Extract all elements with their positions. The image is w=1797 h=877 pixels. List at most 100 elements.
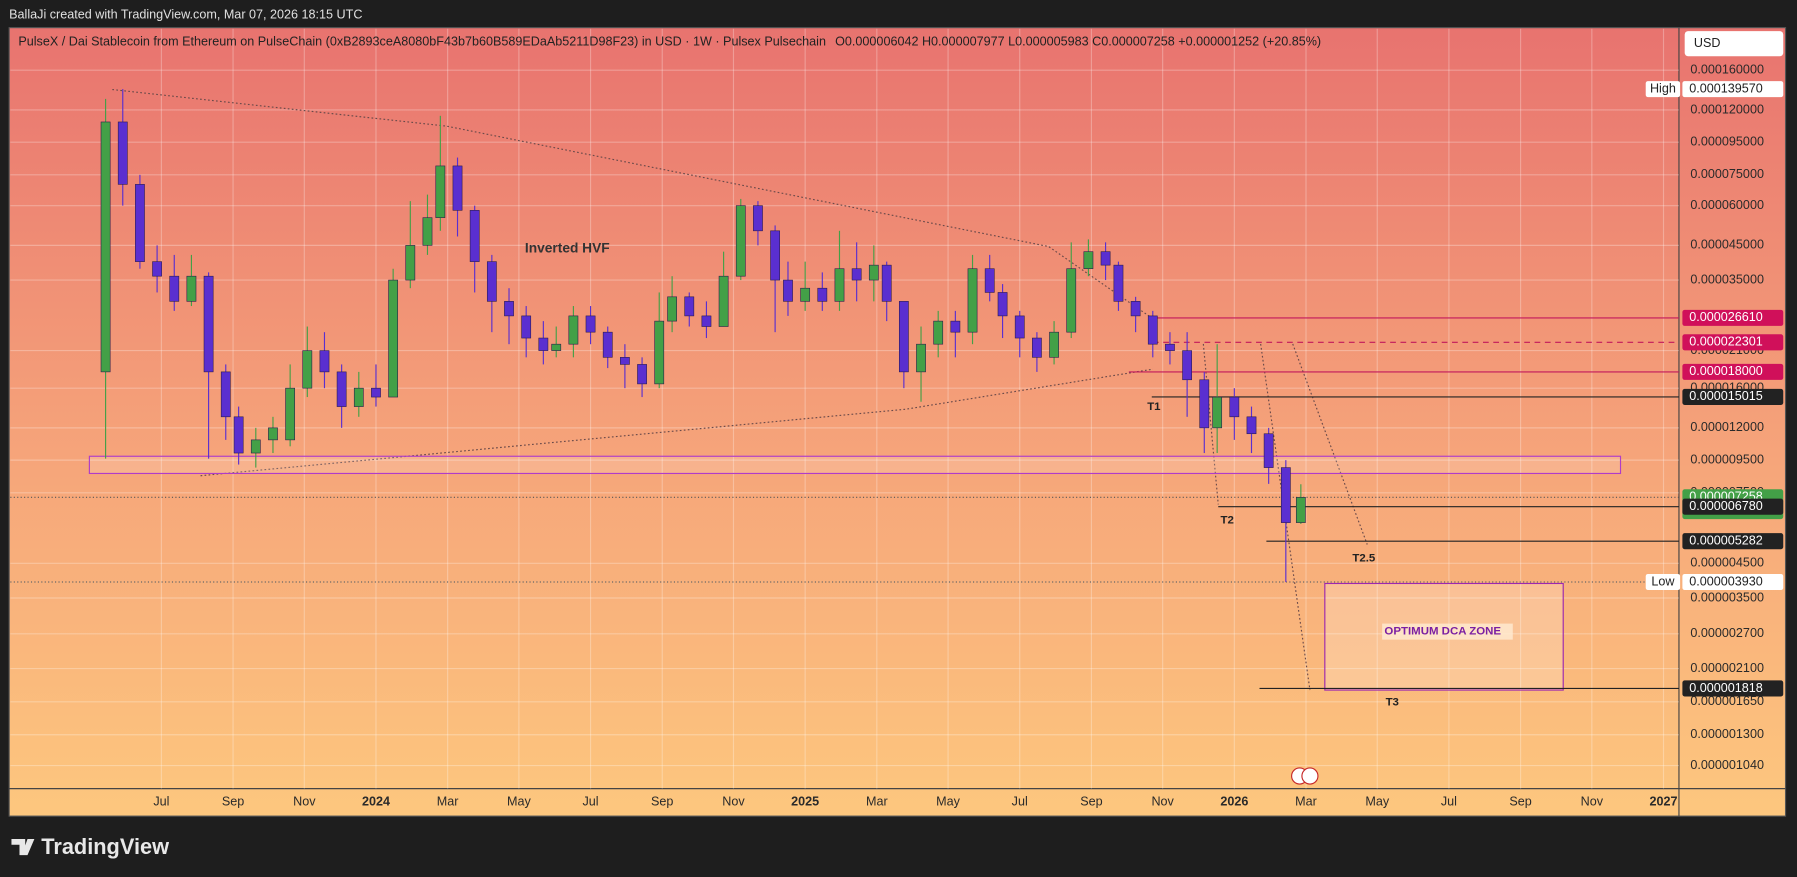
y-tick-label: 0.000095000 — [1690, 135, 1764, 149]
candle-body — [1246, 416, 1257, 435]
price-label: 0.000003930 — [1689, 574, 1763, 588]
candle-body — [452, 165, 463, 211]
candle-body — [834, 268, 845, 302]
x-tick-label: May — [936, 795, 960, 809]
candle-body — [817, 287, 828, 302]
candle-body — [220, 371, 231, 418]
candle-body — [250, 439, 261, 454]
x-tick-label: Jul — [1441, 795, 1457, 809]
logo — [11, 839, 35, 856]
candle-body — [504, 301, 514, 317]
price-label: 0.000001818 — [1689, 681, 1763, 695]
y-tick-label: 0.000009500 — [1690, 452, 1764, 466]
x-tick-label: 2027 — [1649, 795, 1677, 809]
x-tick-label: 2024 — [362, 795, 390, 809]
candle-body — [881, 264, 892, 302]
x-tick-label: 2026 — [1220, 795, 1248, 809]
candle-body — [718, 275, 729, 327]
candle-body — [770, 230, 780, 281]
candle-body — [783, 279, 793, 302]
y-tick-label: 0.000060000 — [1690, 198, 1764, 212]
candle-body — [1229, 396, 1240, 418]
annotation: T1 — [1147, 401, 1161, 413]
chart-area — [8, 27, 1787, 817]
candle-body — [388, 279, 399, 398]
levels — [10, 317, 1679, 690]
candle-body — [1147, 315, 1158, 345]
x-tick-label: Nov — [293, 795, 316, 809]
symbol-legend: PulseX / Dai Stablecoin from Ethereum on… — [18, 35, 1321, 49]
price-label: 0.000139570 — [1689, 81, 1763, 95]
candle-body — [233, 416, 244, 454]
candle-body — [1083, 251, 1094, 270]
candle-body — [469, 210, 480, 262]
candle-body — [405, 245, 416, 281]
x-tick-label: Sep — [1080, 795, 1102, 809]
price-label: 0.000005282 — [1689, 534, 1763, 548]
candle-body — [486, 261, 497, 302]
flag-icon — [1291, 767, 1319, 785]
x-tick-label: 2025 — [791, 795, 819, 809]
candle-body — [684, 296, 695, 317]
candle-body — [654, 320, 665, 385]
currency[interactable]: USD — [1694, 36, 1721, 50]
price-label-box — [1682, 81, 1784, 98]
candle-body — [169, 275, 180, 302]
price-label-box — [1682, 498, 1784, 515]
price-label: 0.000018000 — [1689, 364, 1763, 378]
annotation-bg — [1382, 623, 1513, 640]
labels: 0.000139570 High 0.000026610 0.000022301 0.0… — [525, 81, 1784, 709]
candle-body — [100, 121, 111, 373]
candle-body — [1014, 315, 1025, 339]
candle-body — [203, 275, 214, 373]
candle-body — [602, 331, 613, 358]
candle-body — [701, 315, 712, 327]
x-tick-label: Jul — [1012, 795, 1028, 809]
support-zone — [88, 455, 1622, 475]
candle-body — [285, 387, 296, 441]
annotation: T3 — [1386, 697, 1399, 709]
x-tick-label: Mar — [866, 795, 888, 809]
candle-body — [997, 292, 1008, 317]
candle-body — [967, 268, 978, 333]
candle-body — [800, 287, 811, 302]
annotation: T2 — [1221, 514, 1234, 526]
y-tick-label: 0.000160000 — [1690, 63, 1764, 77]
candle-body — [422, 217, 433, 246]
price-label: 0.000026610 — [1689, 310, 1763, 324]
x-tick-label: Jul — [153, 795, 169, 809]
candle-body — [568, 315, 579, 345]
x-tick-label: Sep — [222, 795, 244, 809]
candle-body — [984, 268, 995, 293]
candle-body — [1165, 343, 1175, 351]
candle-body — [916, 343, 926, 373]
candle-body — [538, 337, 549, 351]
candle-body — [302, 350, 313, 389]
currency-button[interactable] — [1684, 31, 1784, 57]
x-tick-label: Mar — [437, 795, 459, 809]
candle-body — [186, 275, 197, 302]
trend-line — [1202, 343, 1219, 505]
price-tag: Low — [1651, 574, 1675, 588]
price-label-box — [1682, 334, 1784, 351]
annotation: Inverted HVF — [525, 240, 610, 255]
x-tick-label: Jul — [583, 795, 599, 809]
candle-body — [1100, 251, 1111, 266]
annotation: T2.5 — [1352, 552, 1376, 564]
y-tick-label: 0.000045000 — [1690, 238, 1764, 252]
y-tick-label: 0.000001300 — [1690, 727, 1764, 741]
candle-body — [1113, 264, 1124, 302]
candle-body — [1130, 301, 1141, 317]
y-tick-label: 0.000003500 — [1690, 590, 1764, 604]
x-tick-label: May — [1365, 795, 1389, 809]
y-tick-label: 0.000002700 — [1690, 626, 1764, 640]
candle-body — [753, 205, 763, 232]
candle-body — [950, 320, 961, 333]
y-tick-label: 0.000120000 — [1690, 102, 1764, 116]
candle-body — [152, 261, 162, 277]
candle-body — [353, 387, 364, 407]
candle-body — [620, 357, 630, 365]
candle-body — [735, 205, 746, 277]
candle-body — [135, 184, 145, 262]
